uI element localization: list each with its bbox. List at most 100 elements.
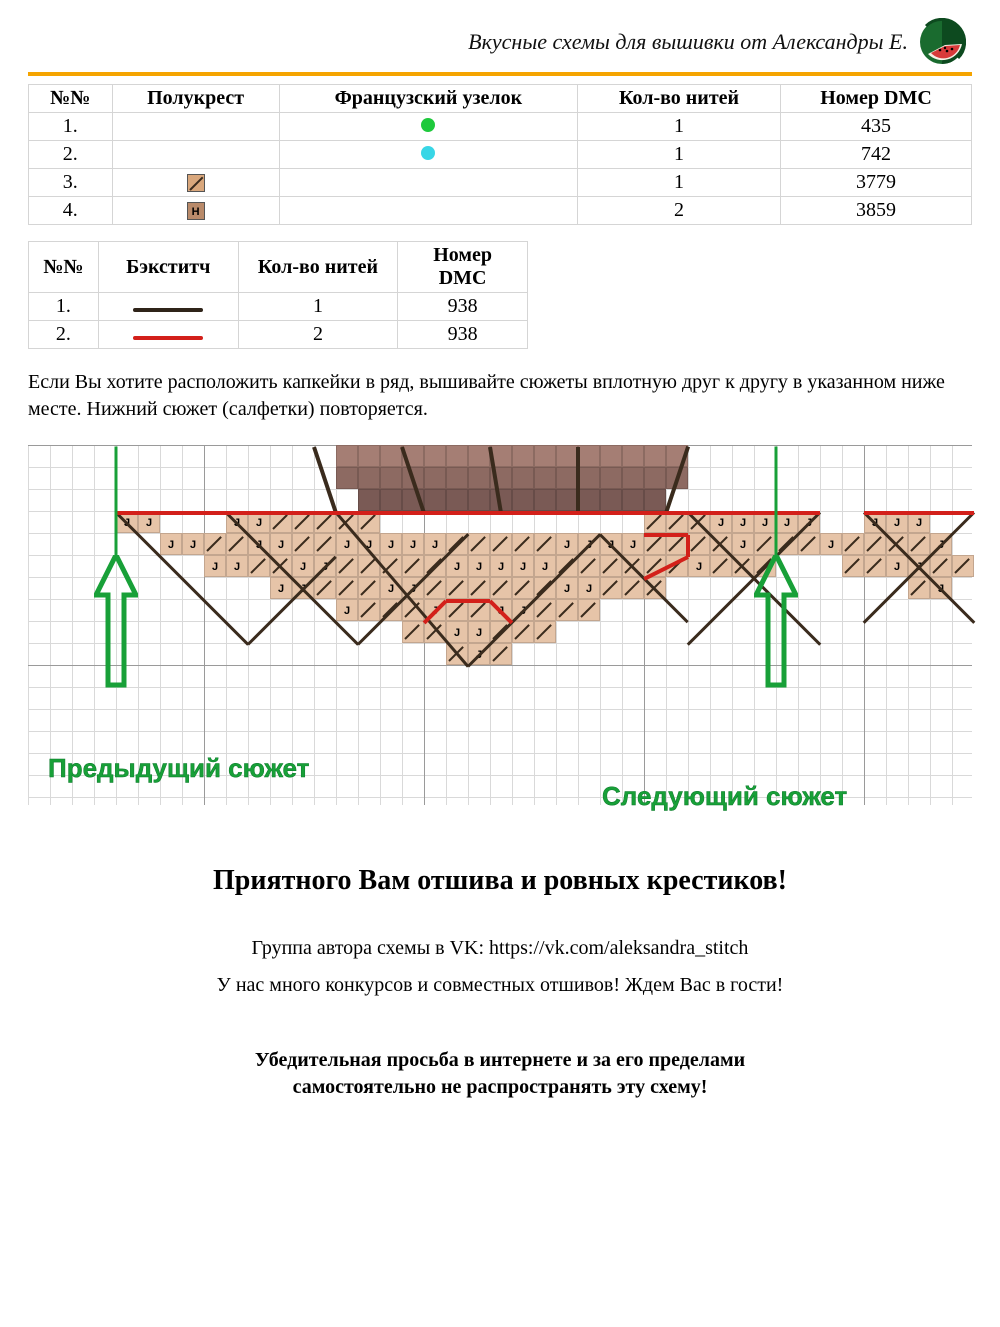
pattern-cell [468, 621, 490, 643]
pattern-cell [446, 555, 468, 577]
pattern-cell [446, 621, 468, 643]
pattern-cell [842, 555, 864, 577]
table-row: 3.13779 [29, 169, 972, 197]
pattern-cell [358, 445, 380, 467]
stitch-line [115, 447, 118, 557]
pattern-cell [336, 445, 358, 467]
arrow-icon [754, 555, 798, 695]
table-header: Кол-во нитей [578, 85, 781, 113]
stitch-line [686, 535, 690, 557]
table-row: 1.1938 [29, 293, 528, 321]
pattern-cell [358, 489, 380, 511]
pattern-cell [424, 445, 446, 467]
pattern-cell [512, 533, 534, 555]
pattern-cell [336, 467, 358, 489]
pattern-cell [534, 621, 556, 643]
pattern-cell [864, 555, 886, 577]
pattern-cell [600, 555, 622, 577]
page-title: Вкусные схемы для вышивки от Александры … [468, 29, 908, 55]
pattern-cell [380, 533, 402, 555]
pattern-cell [688, 555, 710, 577]
pattern-cell [424, 489, 446, 511]
pattern-cell [336, 599, 358, 621]
pattern-cell [622, 489, 644, 511]
pattern-cell [512, 555, 534, 577]
pattern-cell [446, 577, 468, 599]
pattern-cell [534, 599, 556, 621]
pattern-cell [402, 555, 424, 577]
pattern-cell [952, 555, 974, 577]
pattern-cell [160, 533, 182, 555]
pattern-cell [314, 533, 336, 555]
pattern-cell [270, 533, 292, 555]
table-header: №№ [29, 242, 99, 293]
pattern-cell [622, 467, 644, 489]
pattern-cell [292, 533, 314, 555]
pattern-cell [556, 533, 578, 555]
stitch-line [446, 599, 490, 603]
pattern-cell [402, 533, 424, 555]
pattern-cell [732, 533, 754, 555]
pattern-cell [226, 555, 248, 577]
stitch-line [576, 447, 580, 513]
pattern-label: Предыдущий сюжет [48, 753, 309, 784]
pattern-cell [820, 533, 842, 555]
pattern-cell [446, 445, 468, 467]
table-row: 1.1435 [29, 113, 972, 141]
pattern-cell [556, 467, 578, 489]
table-header: №№ [29, 85, 113, 113]
pattern-cell [424, 577, 446, 599]
pattern-cell [688, 533, 710, 555]
pattern-cell [512, 445, 534, 467]
closing-heading: Приятного Вам отшива и ровных крестиков! [28, 865, 972, 897]
stitch-line [775, 447, 778, 557]
pattern-cell [226, 533, 248, 555]
pattern-cell [930, 555, 952, 577]
pattern-cell [886, 555, 908, 577]
pattern-cell [622, 445, 644, 467]
pattern-cell [446, 489, 468, 511]
pattern-cell [556, 489, 578, 511]
pattern-cell [622, 533, 644, 555]
table-row: 2.1742 [29, 141, 972, 169]
pattern-cell [468, 577, 490, 599]
instruction-text: Если Вы хотите расположить капкейки в ря… [28, 369, 972, 423]
pattern-cell [380, 467, 402, 489]
pattern-cell [578, 577, 600, 599]
pattern-cell [204, 533, 226, 555]
pattern-cell [512, 577, 534, 599]
pattern-cell [468, 467, 490, 489]
pattern-cell [358, 577, 380, 599]
cross-stitch-pattern: Предыдущий сюжетСледующий сюжет [28, 445, 972, 805]
pattern-cell [556, 599, 578, 621]
pattern-cell [490, 577, 512, 599]
legend-table-2: №№БэкститчКол-во нитейНомер DMC 1.19382.… [28, 241, 528, 349]
pattern-cell [468, 489, 490, 511]
closing-warning: Убедительная просьба в интернете и за ег… [28, 1047, 972, 1101]
pattern-cell [798, 533, 820, 555]
pattern-cell [358, 467, 380, 489]
pattern-cell [600, 445, 622, 467]
pattern-cell [600, 577, 622, 599]
header-rule [28, 72, 972, 76]
pattern-cell [512, 467, 534, 489]
stitch-line [864, 511, 974, 515]
pattern-cell [380, 489, 402, 511]
pattern-cell [468, 555, 490, 577]
pattern-cell [754, 533, 776, 555]
pattern-cell [336, 555, 358, 577]
pattern-cell [248, 555, 270, 577]
pattern-cell [314, 577, 336, 599]
pattern-cell [380, 445, 402, 467]
stitch-line [116, 511, 820, 515]
pattern-cell [556, 445, 578, 467]
pattern-cell [908, 533, 930, 555]
pattern-cell [534, 445, 556, 467]
pattern-cell [644, 489, 666, 511]
stitch-line [644, 533, 688, 537]
pattern-cell [600, 467, 622, 489]
pattern-label: Следующий сюжет [602, 781, 847, 812]
pattern-cell [446, 467, 468, 489]
pattern-cell [622, 577, 644, 599]
pattern-cell [864, 533, 886, 555]
